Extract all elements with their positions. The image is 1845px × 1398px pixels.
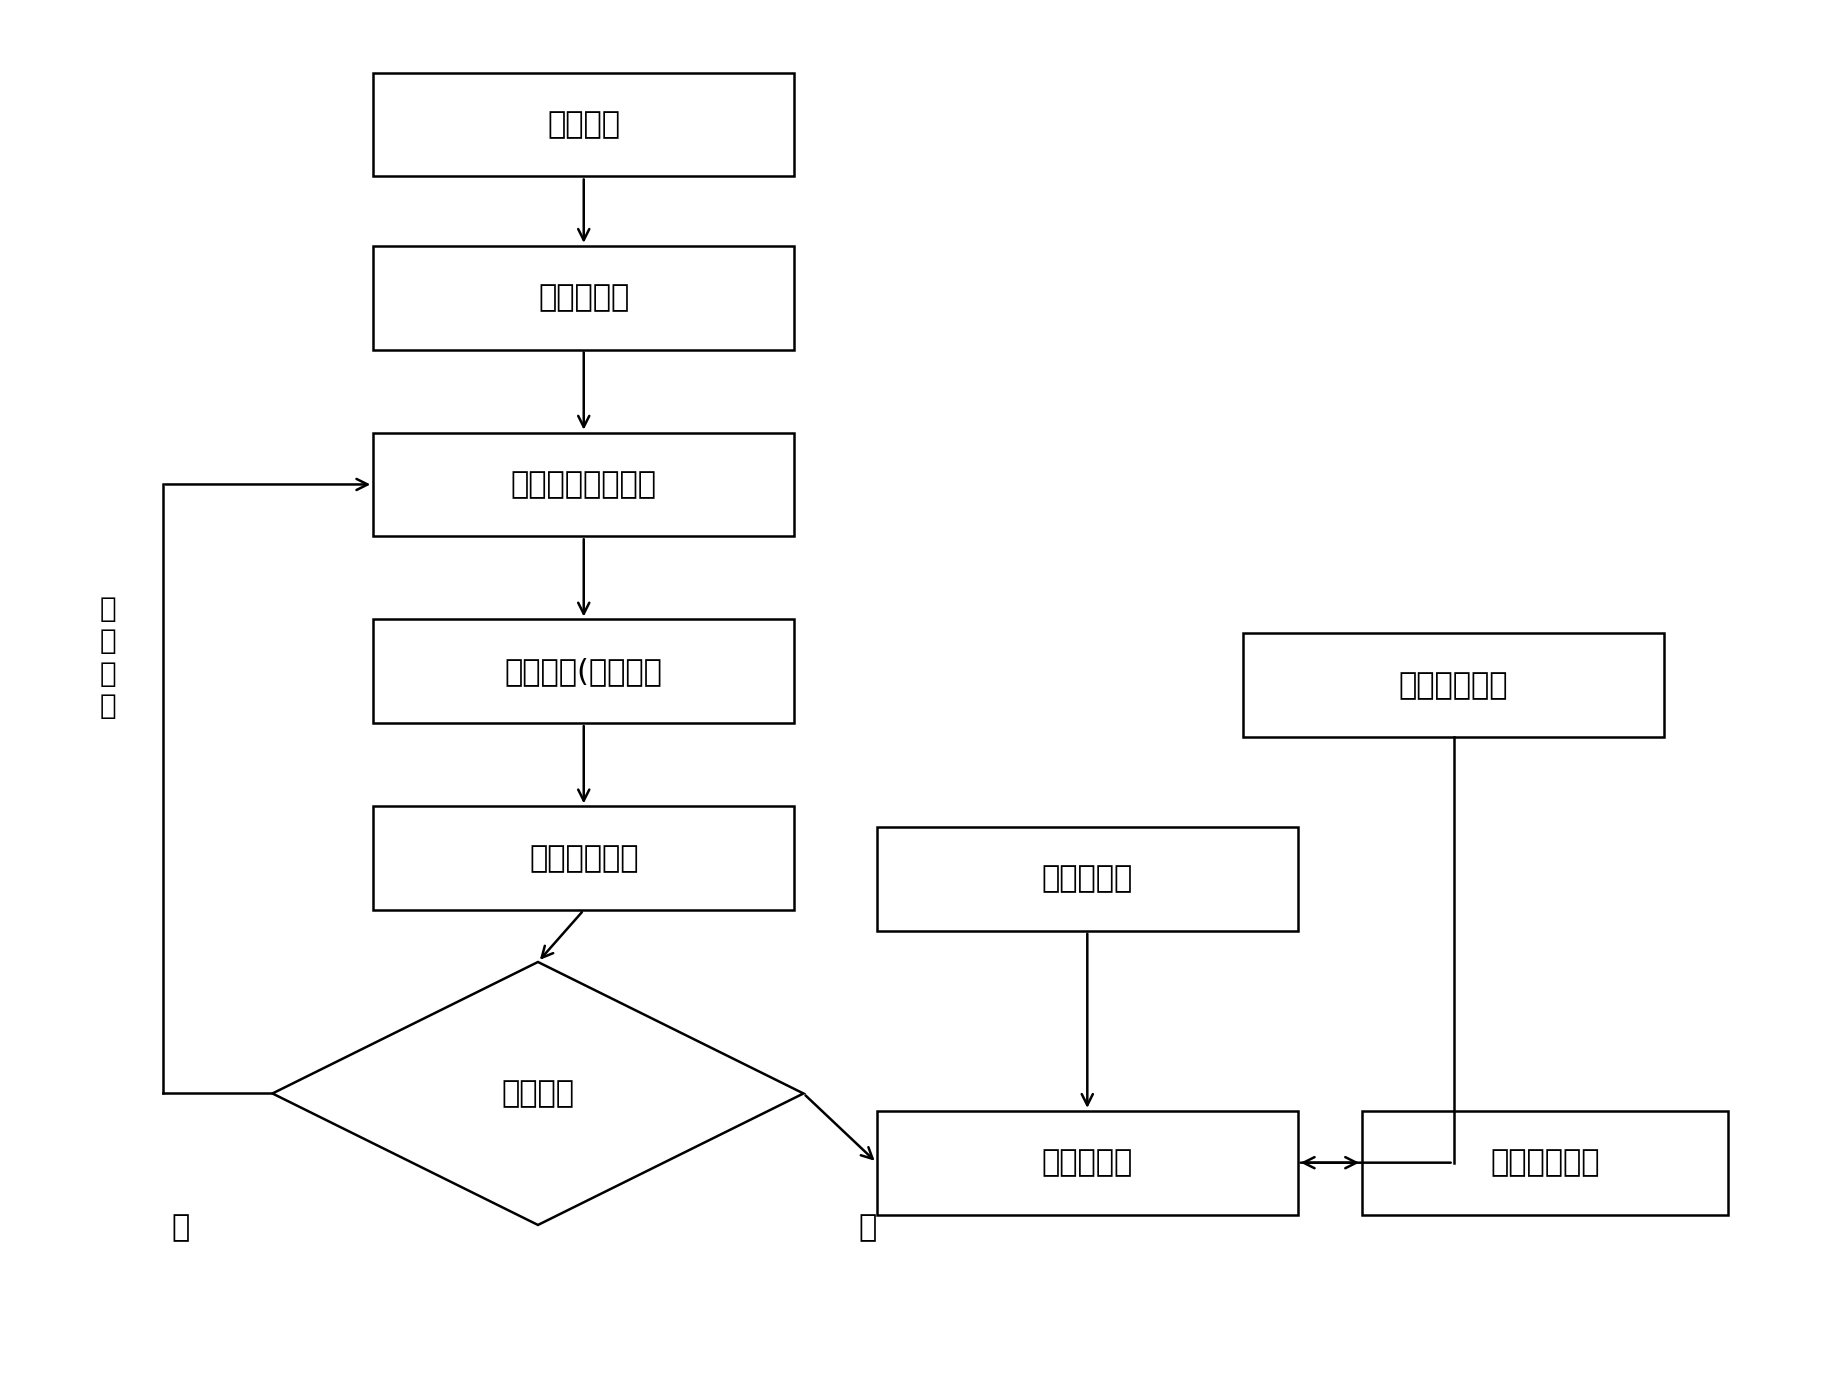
Text: 检验校核: 检验校核 <box>502 1079 574 1109</box>
Text: 产生抗体(检测器）: 产生抗体(检测器） <box>506 657 662 686</box>
FancyBboxPatch shape <box>373 619 795 723</box>
FancyBboxPatch shape <box>1362 1111 1729 1215</box>
Text: 否: 否 <box>172 1213 190 1243</box>
Text: 数据预处理: 数据预处理 <box>539 284 629 312</box>
Text: 成熟检测器: 成熟检测器 <box>1042 1148 1133 1177</box>
Text: 人工免疫系统: 人工免疫系统 <box>530 843 638 872</box>
Polygon shape <box>273 962 803 1225</box>
Text: 是: 是 <box>858 1213 876 1243</box>
Text: 调
整
参
数: 调 整 参 数 <box>100 596 116 720</box>
FancyBboxPatch shape <box>876 828 1297 931</box>
FancyBboxPatch shape <box>373 246 795 350</box>
FancyBboxPatch shape <box>373 807 795 910</box>
Text: 数据收集: 数据收集 <box>548 110 620 138</box>
Text: 运行克隆选择算法: 运行克隆选择算法 <box>511 470 657 499</box>
FancyBboxPatch shape <box>373 432 795 537</box>
FancyBboxPatch shape <box>876 1111 1297 1215</box>
FancyBboxPatch shape <box>373 73 795 176</box>
Text: 最近邻分类法: 最近邻分类法 <box>1399 671 1507 699</box>
Text: 新爆管事件: 新爆管事件 <box>1042 864 1133 893</box>
Text: 得出识别结果: 得出识别结果 <box>1491 1148 1600 1177</box>
FancyBboxPatch shape <box>1244 633 1664 737</box>
